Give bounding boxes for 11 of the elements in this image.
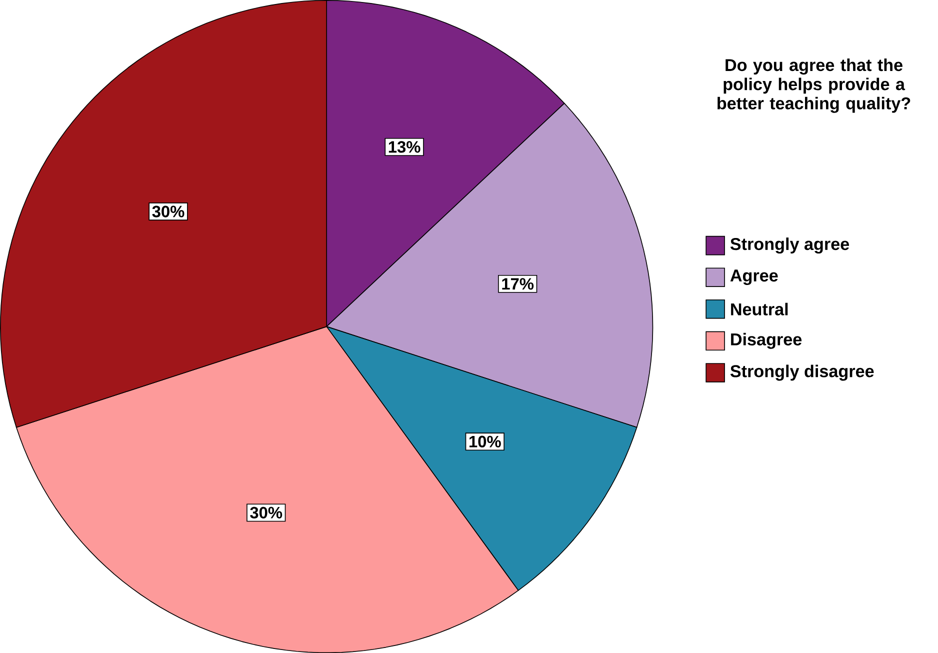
legend-label: Strongly agree (730, 237, 850, 254)
legend-label: Agree (730, 270, 778, 285)
data-label: 13% (388, 141, 420, 153)
data-label: 17% (502, 278, 534, 290)
data-label: 30% (152, 206, 184, 218)
data-label: 10% (470, 436, 501, 448)
legend-label: Strongly disagree (730, 364, 874, 381)
legend-label: Disagree (731, 332, 802, 349)
legend-label: Neutral (731, 302, 788, 316)
data-label: 30% (250, 506, 282, 518)
legend-title: Do you agree that the policy helps provide a better teaching quality? (718, 58, 910, 113)
